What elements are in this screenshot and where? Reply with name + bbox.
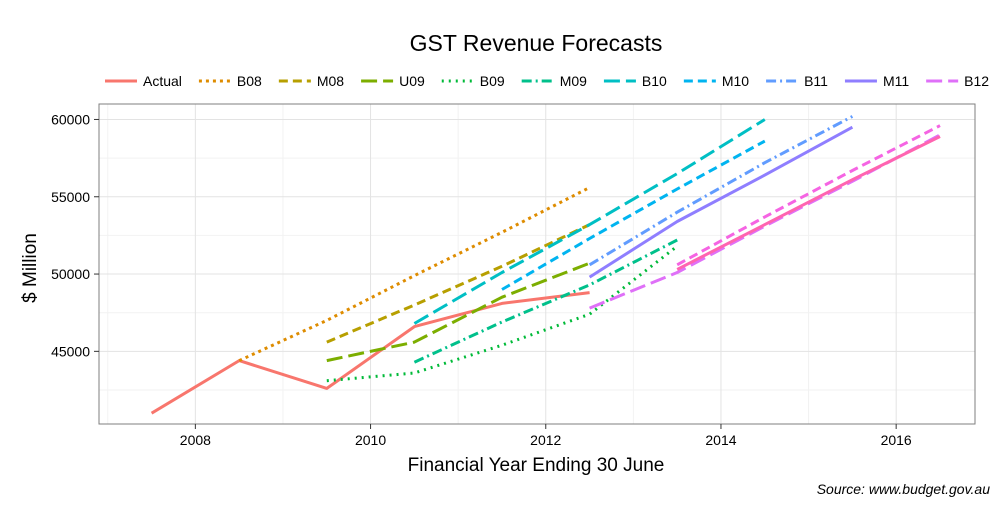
- series-line-m12: [676, 124, 941, 267]
- series-layer: [150, 115, 941, 415]
- y-tick-label: 45000: [51, 343, 90, 359]
- series-line-u09: [326, 261, 591, 363]
- series-line-m10: [501, 139, 766, 291]
- legend-item-m09: M09: [521, 73, 587, 89]
- series-line-b10: [413, 118, 766, 325]
- legend-label: M11: [883, 73, 909, 89]
- legend: ActualB08M08U09B09M09B10M10B11M11B12M12B…: [105, 73, 989, 89]
- legend-item-m08: M08: [278, 73, 344, 89]
- plot-panel: [98, 103, 976, 425]
- panel-border: [98, 103, 976, 425]
- legend-item-b11: B11: [766, 73, 828, 89]
- legend-label: M08: [317, 73, 344, 89]
- legend-label: B11: [804, 73, 828, 89]
- legend-item-b10: B10: [603, 73, 667, 89]
- legend-item-u09: U09: [361, 73, 425, 89]
- series-line-actual: [150, 291, 590, 415]
- legend-label: B08: [237, 73, 262, 89]
- legend-item-actual: Actual: [105, 73, 182, 89]
- legend-item-b09: B09: [441, 73, 505, 89]
- legend-label: M09: [560, 73, 587, 89]
- source-note: Source: www.budget.gov.au: [817, 481, 991, 497]
- y-axis: 45000 50000 55000 60000: [51, 111, 99, 359]
- legend-label: B10: [642, 73, 667, 89]
- panel-background: [99, 104, 975, 424]
- x-tick-label: 2016: [881, 432, 912, 448]
- legend-item-b08: B08: [198, 73, 262, 89]
- legend-item-m10: M10: [683, 73, 749, 89]
- y-axis-title: $ Million: [20, 233, 41, 303]
- legend-label: Actual: [143, 73, 182, 89]
- series-line-m09: [413, 238, 678, 364]
- x-tick-label: 2012: [530, 432, 561, 448]
- x-tick-label: 2008: [180, 432, 211, 448]
- y-tick-label: 55000: [51, 189, 90, 205]
- chart-title: GST Revenue Forecasts: [410, 30, 663, 56]
- legend-item-b12: B12: [926, 73, 989, 89]
- legend-label: U09: [399, 73, 425, 89]
- x-axis-title: Financial Year Ending 30 June: [408, 455, 665, 476]
- series-line-m08: [326, 223, 591, 344]
- x-tick-label: 2010: [355, 432, 386, 448]
- y-tick-label: 50000: [51, 266, 90, 282]
- legend-label: B12: [964, 73, 989, 89]
- legend-item-m11: M11: [844, 73, 909, 89]
- legend-label: M10: [722, 73, 749, 89]
- x-axis: 2008 2010 2012 2014 2016: [180, 424, 912, 448]
- y-tick-label: 60000: [51, 111, 90, 127]
- x-tick-label: 2014: [705, 432, 736, 448]
- series-line-b13: [676, 135, 941, 271]
- legend-label: B09: [480, 73, 505, 89]
- series-line-b08: [238, 186, 591, 362]
- series-line-b09: [326, 245, 679, 383]
- series-line-m11: [588, 125, 854, 279]
